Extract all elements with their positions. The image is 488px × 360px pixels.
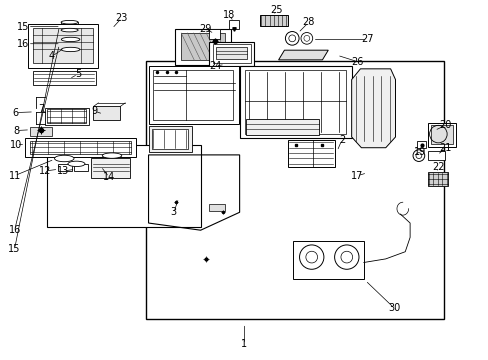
Bar xyxy=(30,140,131,154)
Bar xyxy=(74,164,87,171)
Ellipse shape xyxy=(61,47,80,51)
Bar xyxy=(45,108,88,125)
Text: 5: 5 xyxy=(75,69,81,79)
Text: 16: 16 xyxy=(8,225,20,235)
Bar xyxy=(47,109,86,123)
Bar xyxy=(28,24,98,68)
Text: 30: 30 xyxy=(387,303,400,314)
Bar xyxy=(245,70,345,134)
Text: 17: 17 xyxy=(350,171,363,181)
Text: 1: 1 xyxy=(241,339,247,349)
Text: 4: 4 xyxy=(49,51,55,61)
Bar xyxy=(30,127,52,136)
Text: 23: 23 xyxy=(115,13,128,23)
Bar xyxy=(61,40,80,49)
Ellipse shape xyxy=(68,161,85,167)
Text: 27: 27 xyxy=(360,35,373,44)
Bar xyxy=(427,172,447,186)
Bar xyxy=(93,107,120,120)
Bar xyxy=(245,119,318,135)
Bar xyxy=(175,29,230,64)
Text: 22: 22 xyxy=(431,162,444,172)
Text: 13: 13 xyxy=(57,166,69,176)
Text: 19: 19 xyxy=(413,147,425,157)
Bar xyxy=(61,22,78,30)
Bar xyxy=(33,28,93,63)
Text: 10: 10 xyxy=(10,140,22,150)
Text: 8: 8 xyxy=(14,126,20,135)
Bar xyxy=(427,123,455,147)
Ellipse shape xyxy=(61,37,80,41)
Bar xyxy=(91,158,130,178)
Ellipse shape xyxy=(102,153,122,158)
Text: 6: 6 xyxy=(13,108,19,118)
Text: 24: 24 xyxy=(209,61,221,71)
Ellipse shape xyxy=(55,155,74,162)
Bar xyxy=(33,71,96,85)
Text: 3: 3 xyxy=(170,207,177,217)
Text: 15: 15 xyxy=(8,244,20,254)
Bar xyxy=(212,44,250,63)
Bar xyxy=(47,145,200,227)
Bar xyxy=(293,241,363,279)
Polygon shape xyxy=(278,50,327,60)
Text: 2: 2 xyxy=(338,135,345,145)
Bar xyxy=(216,46,246,59)
Polygon shape xyxy=(351,69,395,148)
Bar xyxy=(25,138,136,157)
Bar xyxy=(239,66,351,138)
Bar xyxy=(145,60,443,319)
Text: 21: 21 xyxy=(438,143,450,153)
Bar xyxy=(209,29,220,39)
Text: 28: 28 xyxy=(302,17,314,27)
Text: 12: 12 xyxy=(39,166,51,176)
Ellipse shape xyxy=(61,21,78,24)
Bar xyxy=(427,150,444,159)
Bar xyxy=(209,42,254,66)
Bar xyxy=(228,21,238,30)
Text: 25: 25 xyxy=(269,5,282,15)
Text: 9: 9 xyxy=(91,106,97,116)
Bar xyxy=(209,204,224,211)
Text: 26: 26 xyxy=(350,57,363,67)
Text: 14: 14 xyxy=(103,172,115,182)
Bar xyxy=(153,70,233,120)
Bar xyxy=(417,141,426,148)
Bar xyxy=(152,129,188,149)
Bar xyxy=(288,140,334,167)
Bar xyxy=(181,33,224,60)
Text: 20: 20 xyxy=(438,121,450,130)
Bar xyxy=(430,126,452,144)
Bar xyxy=(58,164,72,171)
Bar xyxy=(148,66,238,124)
Text: 18: 18 xyxy=(223,10,235,20)
Text: 7: 7 xyxy=(38,104,44,114)
Bar xyxy=(259,15,287,26)
Text: 16: 16 xyxy=(17,39,29,49)
Bar xyxy=(148,126,192,152)
Ellipse shape xyxy=(61,28,78,32)
Text: 11: 11 xyxy=(8,171,20,181)
Text: 15: 15 xyxy=(17,22,29,32)
Text: 29: 29 xyxy=(199,24,211,34)
